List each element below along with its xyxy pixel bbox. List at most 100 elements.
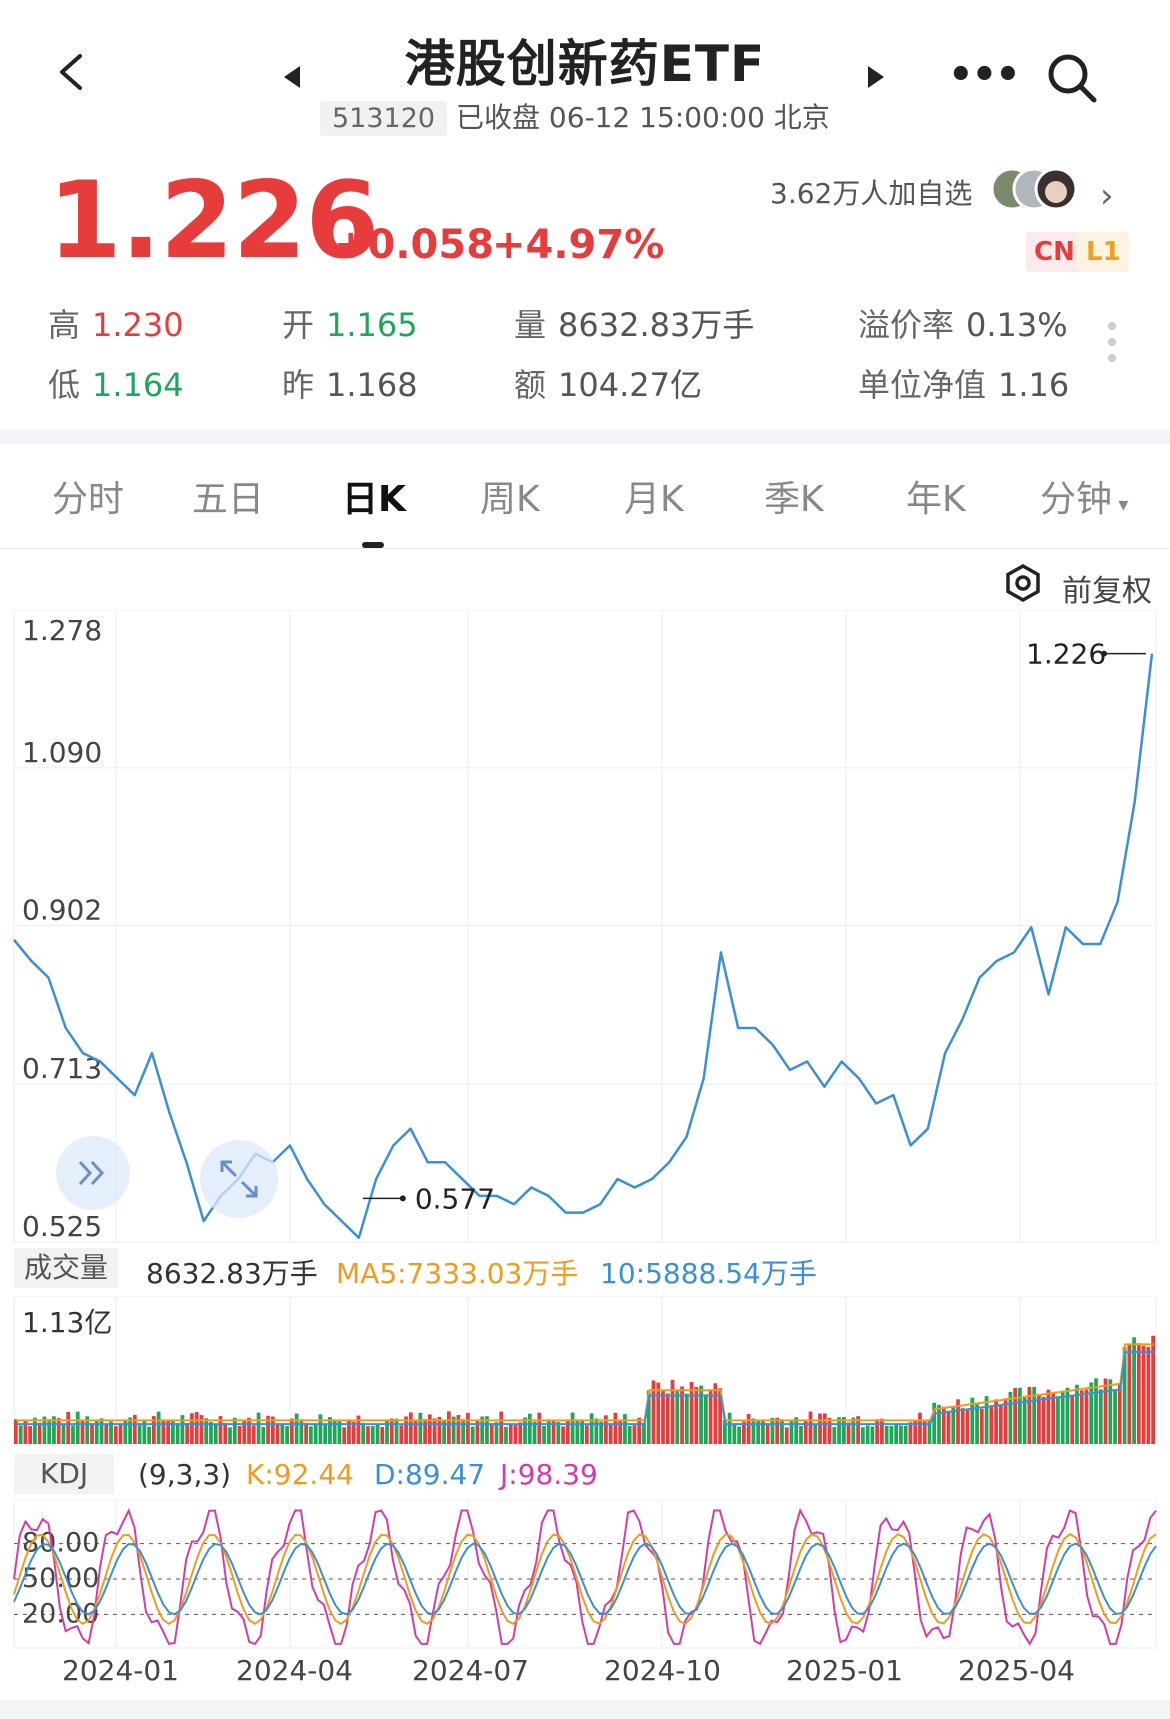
volume-bar bbox=[408, 1412, 413, 1444]
volume-bar bbox=[47, 1419, 52, 1444]
followers-count[interactable]: 3.62万人加自选 bbox=[770, 177, 973, 210]
prev-stock-icon[interactable] bbox=[284, 66, 300, 88]
volume-bar bbox=[784, 1427, 789, 1444]
dropdown-icon: ▾ bbox=[1112, 492, 1129, 516]
next-stock-icon[interactable] bbox=[868, 66, 884, 88]
volume-bar bbox=[209, 1422, 213, 1444]
tab-quarterly-k[interactable]: 季K bbox=[764, 479, 824, 520]
volume-bar bbox=[656, 1382, 661, 1444]
volume-bar bbox=[185, 1422, 190, 1444]
tab-daily-k[interactable]: 日K bbox=[342, 479, 406, 520]
volume-bar bbox=[965, 1409, 970, 1444]
volume-bar bbox=[742, 1421, 746, 1444]
volume-bar bbox=[837, 1417, 841, 1444]
volume-bar bbox=[280, 1424, 285, 1444]
volume-bar bbox=[356, 1415, 361, 1444]
volume-bar bbox=[309, 1426, 313, 1444]
adjust-settings-icon[interactable] bbox=[1004, 564, 1042, 602]
x-tick: 2024-04 bbox=[236, 1654, 353, 1687]
stat-open: 开 1.165 bbox=[282, 306, 418, 344]
stat-premium: 溢价率 0.13% bbox=[858, 306, 1068, 344]
volume-bar bbox=[85, 1416, 90, 1444]
volume-bar bbox=[1065, 1387, 1070, 1444]
volume-bar bbox=[318, 1414, 323, 1444]
search-icon[interactable] bbox=[1044, 50, 1100, 106]
volume-bar bbox=[694, 1386, 699, 1444]
chevron-right-icon[interactable]: › bbox=[1100, 176, 1114, 216]
volume-bar bbox=[432, 1418, 437, 1444]
volume-bar bbox=[818, 1413, 822, 1444]
volume-bar bbox=[970, 1397, 975, 1444]
volume-chart[interactable]: 1.13亿 bbox=[0, 1296, 1170, 1446]
volume-bar bbox=[228, 1427, 232, 1444]
kdj-chip[interactable]: KDJ bbox=[14, 1454, 115, 1494]
volume-bar bbox=[370, 1426, 375, 1444]
avatar-group[interactable] bbox=[990, 166, 1080, 212]
volume-bar bbox=[1018, 1387, 1022, 1444]
price-chart[interactable]: 1.278 1.090 0.902 0.713 0.525 1.226 0.577 bbox=[0, 610, 1170, 1250]
volume-bar bbox=[1032, 1386, 1037, 1444]
volume-bar bbox=[33, 1417, 37, 1444]
volume-bar bbox=[860, 1427, 865, 1444]
tab-yearly-k[interactable]: 年K bbox=[906, 479, 966, 520]
low-marker-dot bbox=[399, 1195, 406, 1202]
volume-bar bbox=[75, 1411, 80, 1444]
volume-bar bbox=[166, 1420, 171, 1444]
tab-weekly-k[interactable]: 周K bbox=[480, 479, 540, 520]
volume-bar bbox=[761, 1419, 765, 1444]
volume-bar bbox=[984, 1396, 989, 1444]
volume-bar bbox=[256, 1412, 261, 1444]
volume-bar bbox=[404, 1416, 408, 1444]
volume-bar bbox=[994, 1399, 998, 1444]
volume-bar bbox=[1098, 1389, 1103, 1444]
stat-high: 高 1.230 bbox=[48, 306, 184, 344]
volume-bar bbox=[299, 1419, 304, 1444]
volume-bar bbox=[99, 1418, 104, 1444]
tab-5day[interactable]: 五日 bbox=[192, 479, 265, 520]
volume-bar bbox=[118, 1423, 123, 1444]
volume-bar bbox=[737, 1426, 742, 1444]
volume-bar bbox=[880, 1418, 884, 1444]
kdj-d: D:89.47 bbox=[374, 1458, 486, 1491]
volume-ma5: MA5:7333.03万手 bbox=[336, 1257, 579, 1290]
kdj-j-line bbox=[13, 1507, 1157, 1646]
volume-bar bbox=[351, 1421, 356, 1444]
more-icon[interactable]: ••• bbox=[948, 52, 1021, 98]
volume-bar bbox=[589, 1413, 594, 1444]
volume-bar bbox=[247, 1417, 251, 1444]
tab-minute[interactable]: 分钟 ▾ bbox=[1040, 479, 1129, 520]
volume-bar bbox=[875, 1419, 880, 1444]
volume-chip[interactable]: 成交量 bbox=[14, 1248, 119, 1288]
kdj-d-line bbox=[13, 1542, 1157, 1616]
volume-bar bbox=[190, 1413, 194, 1444]
volume-bar bbox=[28, 1426, 33, 1444]
back-icon[interactable] bbox=[52, 52, 92, 92]
volume-bar bbox=[570, 1412, 575, 1444]
volume-bar bbox=[137, 1425, 142, 1444]
kdj-j: J:98.39 bbox=[500, 1458, 598, 1491]
adjust-label[interactable]: 前复权 bbox=[1062, 574, 1152, 609]
volume-bar bbox=[418, 1412, 423, 1444]
fullscreen-button[interactable] bbox=[200, 1140, 278, 1218]
fullscreen-icon bbox=[220, 1160, 258, 1198]
volume-max-label: 1.13亿 bbox=[22, 1306, 112, 1339]
x-tick: 2025-04 bbox=[958, 1654, 1075, 1687]
volume-bar bbox=[689, 1382, 694, 1444]
volume-bar bbox=[1041, 1397, 1046, 1444]
volume-bar bbox=[1008, 1391, 1013, 1444]
volume-bar bbox=[922, 1421, 927, 1444]
volume-bar bbox=[803, 1420, 808, 1444]
volume-bar bbox=[975, 1402, 979, 1444]
volume-bar bbox=[751, 1418, 756, 1444]
volume-bar bbox=[979, 1408, 984, 1444]
tab-monthly-k[interactable]: 月K bbox=[624, 479, 684, 520]
expand-stats-icon[interactable] bbox=[1108, 322, 1116, 370]
x-tick: 2025-01 bbox=[786, 1654, 903, 1687]
volume-bar bbox=[746, 1413, 751, 1444]
volume-bar bbox=[1141, 1345, 1146, 1444]
tab-fenshi[interactable]: 分时 bbox=[52, 479, 125, 520]
volume-bar bbox=[313, 1423, 318, 1444]
expand-sidebar-button[interactable] bbox=[56, 1136, 130, 1210]
volume-bar bbox=[613, 1412, 618, 1444]
